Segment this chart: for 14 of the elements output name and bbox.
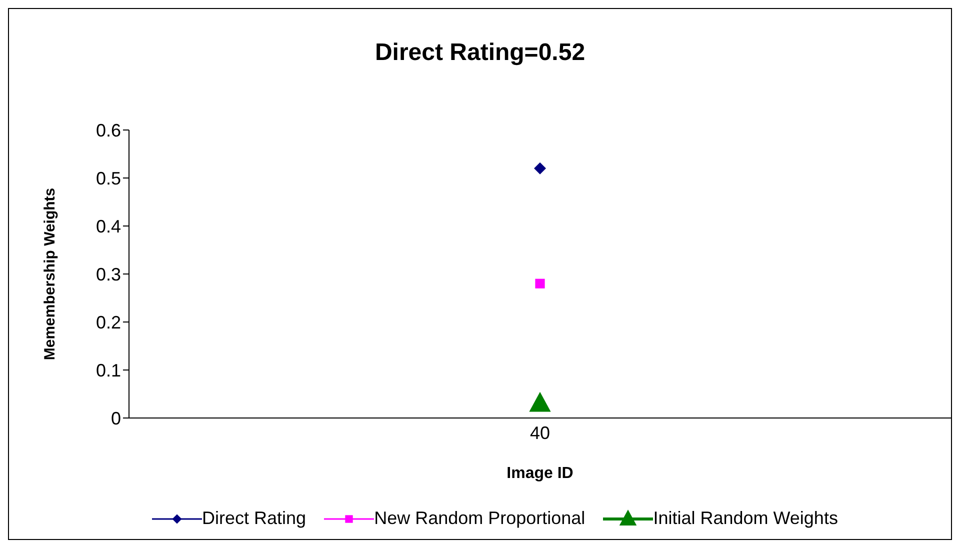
y-tick-label: 0.5 (96, 168, 121, 188)
y-tick-label: 0.2 (96, 312, 121, 332)
legend-label: New Random Proportional (374, 508, 586, 529)
x-axis-title: Image ID (506, 465, 574, 482)
legend-label: Direct Rating (202, 508, 306, 529)
y-tick-label: 0.1 (96, 360, 121, 380)
x-tick-label: 40 (530, 422, 550, 443)
y-tick-label: 0.4 (96, 216, 121, 236)
y-tick-label: 0.3 (96, 264, 121, 284)
y-tick-label: 0.6 (96, 120, 121, 140)
chart-title: Direct Rating=0.52 (374, 39, 586, 67)
y-tick-label: 0 (110, 408, 121, 428)
legend-label: Initial Random Weights (653, 508, 838, 529)
y-axis-title: Memembership Weights (41, 188, 58, 360)
